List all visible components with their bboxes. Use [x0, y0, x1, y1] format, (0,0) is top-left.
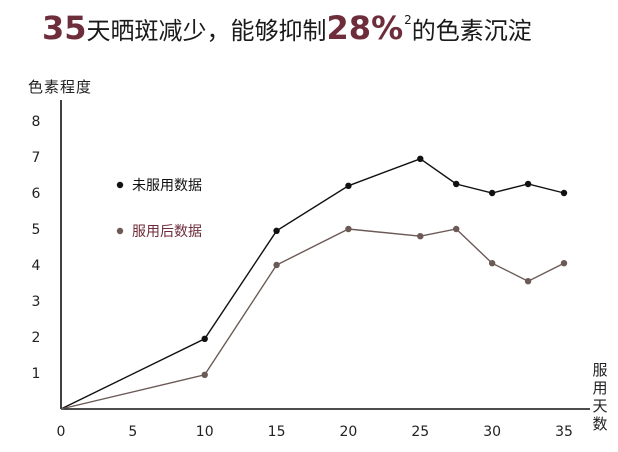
title-footnote-marker: 2 [404, 13, 412, 27]
x-axis-label-char: 用 [592, 379, 607, 397]
x-tick-label: 30 [483, 424, 501, 440]
series-2-point [488, 260, 496, 267]
series-2-point [201, 371, 208, 378]
legend-label-1: 未服用数据 [132, 178, 202, 194]
series-2-point [524, 278, 532, 285]
x-tick-label: 0 [57, 424, 66, 440]
chart-title: 35天晒斑减少，能够抑制28%2的色素沉淀 [42, 4, 532, 53]
y-tick-label: 3 [32, 294, 41, 310]
legend-marker-2 [116, 227, 124, 235]
y-tick-label: 4 [32, 258, 41, 274]
y-tick-label: 5 [32, 222, 41, 238]
series-2-point [560, 260, 568, 267]
title-text-2: 的色素沉淀 [411, 17, 532, 45]
x-axis-label-char: 数 [592, 415, 607, 433]
series-1-point [488, 189, 496, 197]
title-text-1: 天晒斑减少，能够抑制 [86, 17, 327, 45]
y-tick-label: 2 [32, 330, 41, 346]
x-tick-label: 10 [196, 424, 214, 440]
y-axis-label: 色素程度 [28, 78, 92, 96]
x-tick-label: 20 [340, 424, 358, 440]
x-tick-label: 15 [268, 424, 286, 440]
series-1-point [273, 227, 280, 234]
series-1-point [560, 189, 568, 197]
series-2-point [417, 233, 424, 240]
series-1-point [524, 180, 532, 188]
series-1-point [417, 155, 424, 162]
y-tick-label: 1 [32, 366, 41, 382]
title-percent: 28% [326, 9, 404, 47]
y-tick-label: 6 [32, 186, 41, 202]
series-1-point [201, 335, 208, 342]
legend-label-2: 服用后数据 [132, 224, 202, 240]
x-axis-label-char: 服 [592, 361, 607, 379]
series-line-1 [60, 158, 565, 410]
series-2-point [345, 225, 352, 233]
x-tick-label: 5 [128, 424, 137, 440]
x-tick-label: 35 [555, 424, 573, 440]
title-number-35: 35 [42, 9, 87, 47]
series-2-point [273, 261, 280, 269]
x-tick-label: 25 [411, 424, 429, 440]
y-tick-label: 8 [32, 114, 41, 130]
series-2-point [453, 225, 460, 233]
series-line-2 [60, 228, 565, 410]
series-1-point [345, 182, 352, 189]
y-tick-label: 7 [32, 150, 41, 166]
series-1-point [453, 180, 460, 188]
legend-marker-1 [116, 181, 124, 189]
x-axis-label-char: 天 [592, 397, 607, 415]
